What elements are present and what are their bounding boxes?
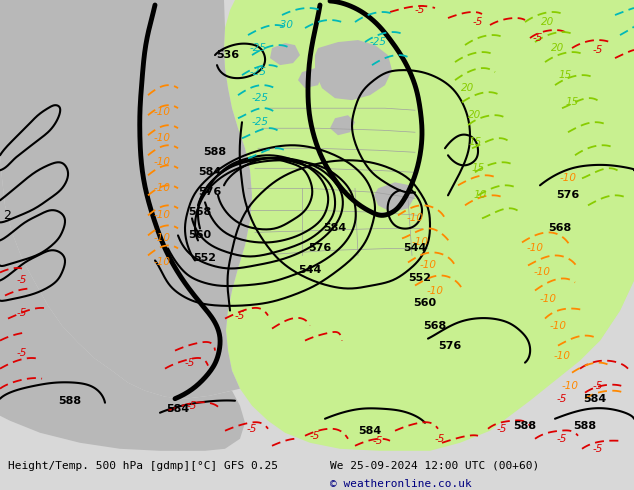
Text: -25: -25 [370, 37, 387, 47]
Text: 576: 576 [198, 187, 222, 197]
Text: -10: -10 [533, 268, 550, 277]
Text: -25: -25 [250, 43, 266, 53]
Text: -5: -5 [593, 45, 603, 55]
Text: -25: -25 [252, 93, 269, 103]
Text: © weatheronline.co.uk: © weatheronline.co.uk [330, 479, 472, 489]
Text: -10: -10 [411, 238, 429, 247]
Text: 536: 536 [216, 50, 240, 60]
Text: 576: 576 [438, 341, 462, 351]
Text: 544: 544 [403, 244, 427, 253]
Text: 584: 584 [198, 167, 222, 177]
Text: -5: -5 [17, 347, 27, 358]
Text: -5: -5 [235, 311, 245, 320]
Text: -10: -10 [153, 157, 171, 167]
Text: 576: 576 [308, 244, 332, 253]
Text: -10: -10 [553, 351, 571, 361]
Text: 15: 15 [566, 97, 579, 107]
Polygon shape [270, 43, 300, 65]
Text: -10: -10 [562, 381, 578, 391]
Text: 568: 568 [188, 207, 212, 218]
Text: -5: -5 [247, 424, 257, 434]
Text: -5: -5 [185, 358, 195, 368]
Text: -5: -5 [373, 436, 383, 446]
Text: 10: 10 [474, 190, 487, 200]
Text: 568: 568 [424, 320, 446, 331]
Text: 576: 576 [557, 190, 579, 200]
Text: 584: 584 [166, 404, 190, 414]
Text: 2: 2 [3, 209, 11, 222]
Polygon shape [0, 150, 245, 451]
Text: 560: 560 [188, 230, 212, 241]
Text: 15: 15 [469, 137, 482, 147]
Text: 20: 20 [552, 43, 565, 53]
Text: 588: 588 [573, 421, 597, 431]
Text: -10: -10 [153, 233, 171, 244]
Polygon shape [224, 0, 634, 451]
Text: -10: -10 [550, 320, 567, 331]
Text: 584: 584 [583, 393, 607, 404]
Polygon shape [518, 180, 634, 379]
Text: -5: -5 [17, 275, 27, 286]
Text: 20: 20 [541, 17, 555, 27]
Text: -10: -10 [153, 210, 171, 221]
Text: -10: -10 [153, 257, 171, 268]
Text: 544: 544 [299, 266, 321, 275]
Text: -5: -5 [533, 33, 543, 43]
Text: -5: -5 [310, 431, 320, 441]
Polygon shape [298, 68, 322, 88]
Text: -5: -5 [593, 381, 603, 391]
Text: -5: -5 [473, 17, 483, 27]
Text: -25: -25 [252, 117, 269, 127]
Text: -30: -30 [276, 20, 294, 30]
Text: -10: -10 [406, 213, 424, 223]
Text: -10: -10 [427, 286, 444, 295]
Text: 588: 588 [514, 421, 536, 431]
Text: 584: 584 [323, 223, 347, 233]
Text: 552: 552 [408, 273, 432, 284]
Text: 568: 568 [548, 223, 572, 233]
Polygon shape [330, 115, 355, 135]
Text: Height/Temp. 500 hPa [gdmp][°C] GFS 0.25: Height/Temp. 500 hPa [gdmp][°C] GFS 0.25 [8, 461, 278, 471]
Text: 15: 15 [471, 163, 484, 173]
Text: 560: 560 [413, 297, 437, 308]
Polygon shape [315, 40, 392, 100]
Text: -10: -10 [420, 261, 436, 270]
Text: 552: 552 [193, 253, 216, 264]
Text: -10: -10 [559, 173, 576, 183]
Text: -10: -10 [153, 133, 171, 143]
Text: -10: -10 [540, 294, 557, 303]
Text: 588: 588 [204, 147, 226, 157]
Polygon shape [0, 0, 252, 399]
Text: -25: -25 [250, 67, 266, 77]
Text: -5: -5 [435, 434, 445, 444]
Text: -5: -5 [593, 444, 603, 454]
Text: 20: 20 [462, 83, 475, 93]
Polygon shape [374, 182, 415, 212]
Text: -5: -5 [557, 434, 567, 444]
Text: 20: 20 [469, 110, 482, 120]
Text: -5: -5 [17, 308, 27, 318]
Text: -5: -5 [557, 393, 567, 404]
Text: 15: 15 [559, 70, 572, 80]
Text: 584: 584 [358, 426, 382, 436]
Text: 588: 588 [58, 396, 82, 406]
Text: -10: -10 [526, 244, 543, 253]
Text: -5: -5 [415, 5, 425, 15]
Text: -5: -5 [187, 401, 197, 411]
Text: -5: -5 [497, 424, 507, 434]
Text: -10: -10 [153, 183, 171, 194]
Text: -10: -10 [153, 107, 171, 117]
Text: We 25-09-2024 12:00 UTC (00+60): We 25-09-2024 12:00 UTC (00+60) [330, 461, 539, 471]
